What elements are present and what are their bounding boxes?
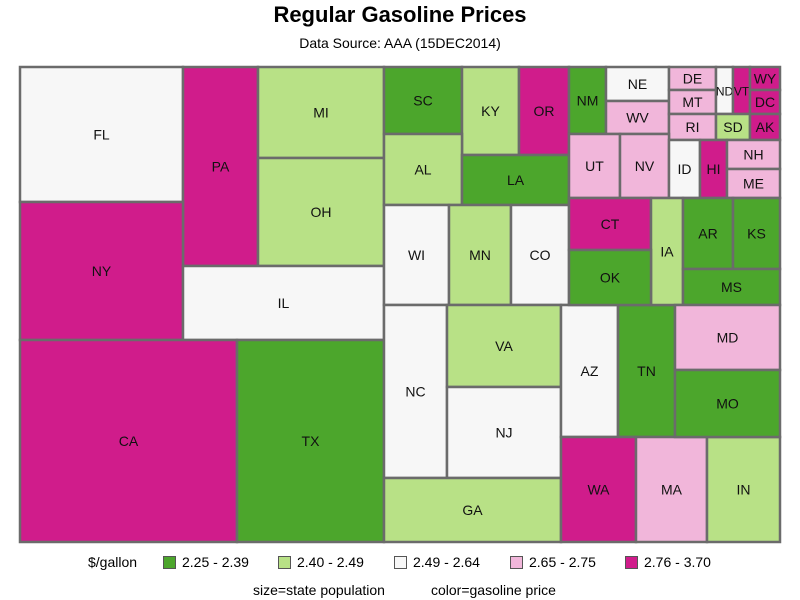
state-label-mt: MT — [682, 94, 703, 110]
state-tile-ok — [567, 248, 653, 307]
state-tile-ky — [460, 65, 521, 157]
state-tile-in — [705, 435, 782, 544]
legend-swatch — [163, 555, 176, 569]
legend-swatch — [510, 555, 523, 569]
state-label-la: LA — [507, 172, 525, 188]
state-label-dc: DC — [755, 94, 775, 110]
treemap-chart: FL PA MI OH NY IL CA TX SC KY OR AL LA WI MN CO NC VA NJ GA… — [18, 65, 782, 544]
state-label-oh: OH — [311, 204, 332, 220]
state-label-mn: MN — [469, 247, 491, 263]
state-tile-ga — [382, 476, 563, 544]
state-label-wy: WY — [754, 71, 777, 87]
state-tile-va — [445, 303, 563, 389]
state-label-ny: NY — [92, 263, 112, 279]
state-tile-ne — [604, 65, 671, 103]
state-label-ri: RI — [686, 119, 700, 135]
state-tile-ma — [634, 435, 709, 544]
state-tile-id — [667, 138, 702, 200]
state-label-sc: SC — [413, 93, 432, 109]
legend-label: 2.76 - 3.70 — [644, 554, 711, 570]
state-label-wi: WI — [408, 247, 425, 263]
state-label-nh: NH — [743, 147, 763, 163]
legend-label: 2.40 - 2.49 — [297, 554, 364, 570]
state-label-vt: VT — [734, 85, 750, 99]
state-label-sd: SD — [723, 119, 742, 135]
state-label-de: DE — [683, 71, 702, 87]
chart-title: Regular Gasoline Prices — [273, 2, 527, 27]
state-label-co: CO — [530, 247, 551, 263]
state-label-ms: MS — [721, 279, 742, 295]
state-tile-ms — [681, 267, 782, 307]
state-tile-nh — [725, 138, 782, 171]
legend-item: 2.25 - 2.39 — [163, 554, 249, 570]
state-tile-ia — [649, 196, 685, 307]
state-label-ct: CT — [601, 216, 620, 232]
state-tile-wi — [382, 203, 451, 307]
legend-item: 2.65 - 2.75 — [510, 554, 596, 570]
state-tile-mo — [673, 368, 782, 439]
state-label-ca: CA — [119, 433, 139, 449]
state-label-nm: NM — [577, 93, 599, 109]
state-label-ok: OK — [600, 270, 621, 286]
state-label-tx: TX — [302, 433, 321, 449]
state-label-ky: KY — [481, 103, 500, 119]
state-label-wv: WV — [626, 110, 649, 126]
state-tile-co — [509, 203, 571, 307]
state-label-ak: AK — [756, 119, 775, 135]
state-label-nv: NV — [635, 158, 655, 174]
state-label-nd: ND — [716, 85, 734, 99]
state-label-hi: HI — [707, 161, 721, 177]
state-tile-hi — [698, 138, 729, 200]
state-tile-tn — [616, 303, 677, 439]
legend-label: 2.49 - 2.64 — [413, 554, 480, 570]
state-label-ar: AR — [698, 226, 717, 242]
state-tile-al — [382, 132, 464, 207]
state-label-ut: UT — [585, 158, 604, 174]
state-tile-fl — [18, 65, 185, 204]
state-tile-ar — [681, 196, 735, 271]
state-label-il: IL — [278, 295, 290, 311]
legend-swatch — [625, 555, 638, 569]
state-tile-tx — [235, 338, 386, 544]
state-label-ma: MA — [661, 482, 683, 498]
legend-label: 2.65 - 2.75 — [529, 554, 596, 570]
state-tile-md — [673, 303, 782, 372]
legend: $/gallon 2.25 - 2.39 2.40 - 2.49 2.49 - … — [0, 554, 800, 572]
legend-label: 2.25 - 2.39 — [182, 554, 249, 570]
state-label-id: ID — [678, 161, 692, 177]
state-label-me: ME — [743, 176, 764, 192]
state-label-ks: KS — [747, 226, 766, 242]
state-tile-nj — [445, 385, 563, 480]
state-label-mi: MI — [313, 105, 329, 121]
state-tile-nc — [382, 303, 449, 480]
state-label-mo: MO — [716, 396, 739, 412]
legend-swatch — [278, 555, 291, 569]
size-note: size=state population — [253, 582, 385, 598]
state-tile-wa — [559, 435, 638, 544]
state-label-ne: NE — [628, 76, 647, 92]
chart-subtitle: Data Source: AAA (15DEC2014) — [299, 35, 501, 51]
state-label-md: MD — [717, 330, 739, 346]
state-label-ia: IA — [660, 244, 674, 260]
state-label-nc: NC — [405, 384, 425, 400]
legend-item: 2.40 - 2.49 — [278, 554, 364, 570]
state-label-nj: NJ — [495, 425, 512, 441]
state-label-wa: WA — [587, 482, 610, 498]
state-label-va: VA — [495, 338, 513, 354]
state-label-az: AZ — [581, 363, 599, 379]
state-label-al: AL — [414, 162, 431, 178]
state-label-fl: FL — [93, 127, 110, 143]
state-label-in: IN — [737, 482, 751, 498]
state-label-or: OR — [534, 103, 555, 119]
legend-swatch — [394, 555, 407, 569]
color-note: color=gasoline price — [431, 582, 556, 598]
state-label-pa: PA — [212, 159, 230, 175]
state-label-tn: TN — [637, 363, 656, 379]
state-tile-ca — [18, 338, 239, 544]
legend-title: $/gallon — [88, 554, 138, 570]
legend-item: 2.76 - 3.70 — [625, 554, 711, 570]
state-tile-ks — [731, 196, 782, 271]
state-label-ga: GA — [462, 502, 483, 518]
legend-item: 2.49 - 2.64 — [394, 554, 480, 570]
